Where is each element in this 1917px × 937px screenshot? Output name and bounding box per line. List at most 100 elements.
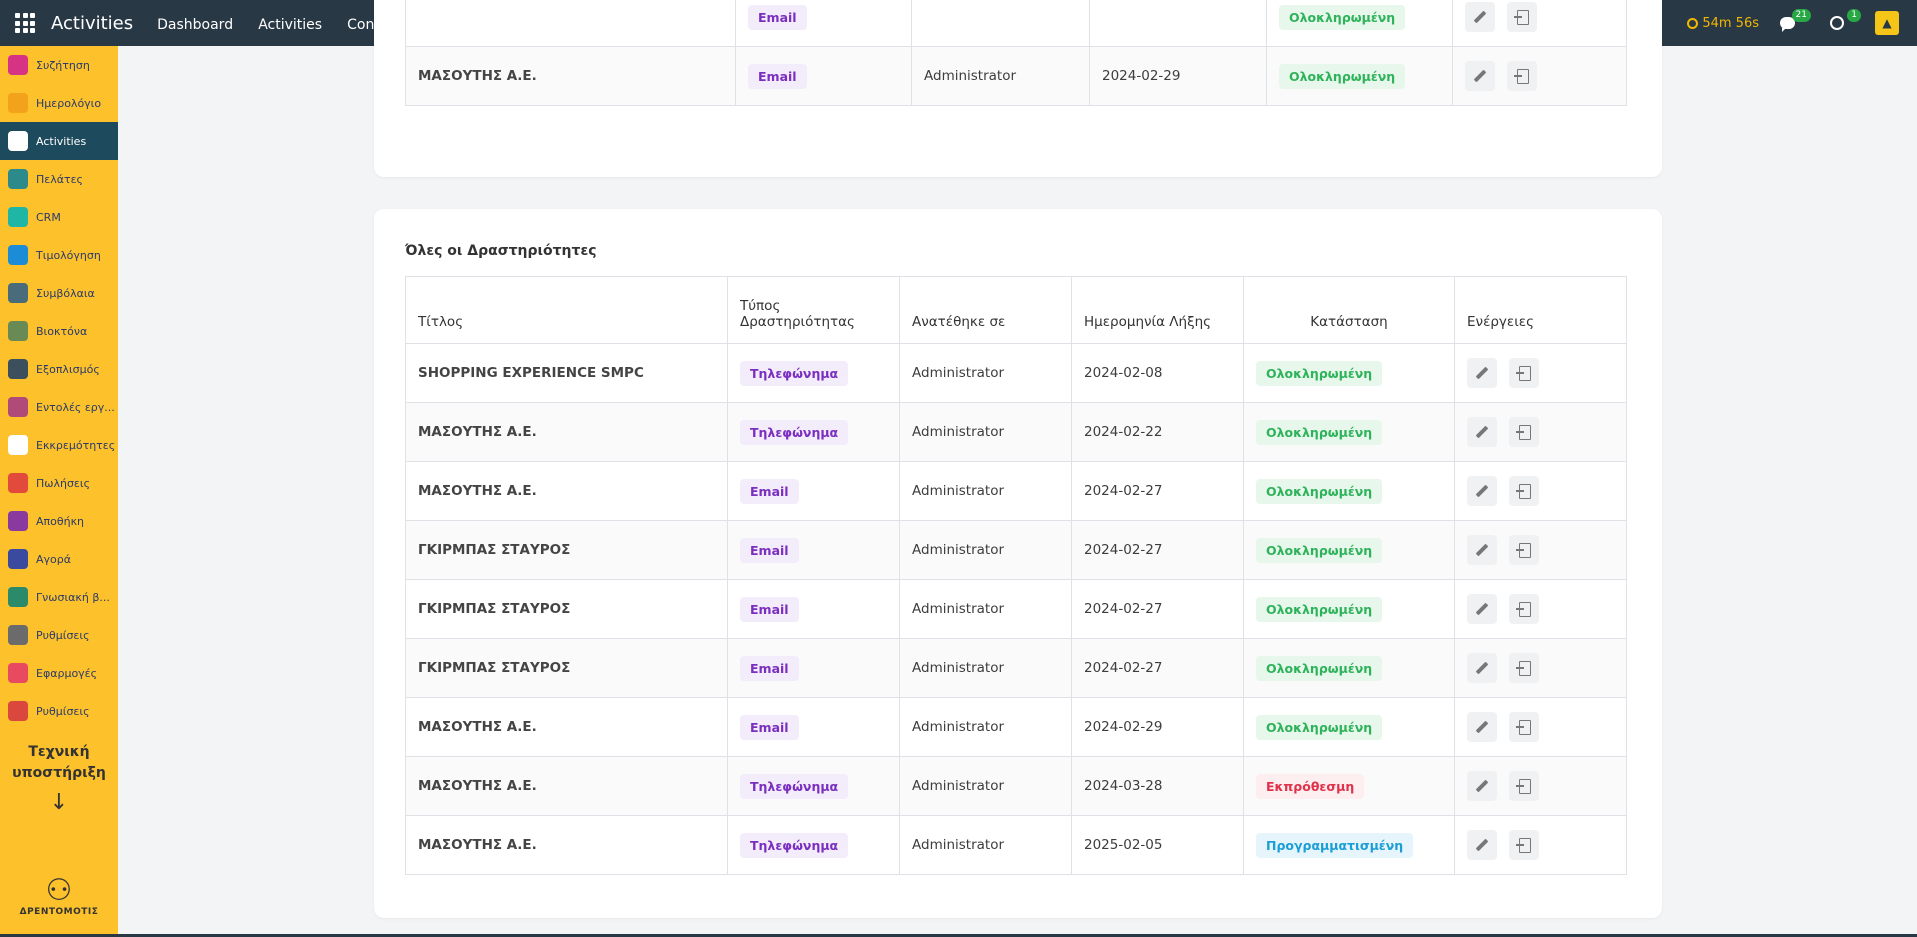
open-record-button[interactable] — [1509, 476, 1540, 506]
open-record-button[interactable] — [1509, 830, 1540, 860]
sidebar-item-10[interactable]: Εκκρεμότητες — [0, 426, 118, 464]
header-type[interactable]: Τύπος Δραστηριότητας — [727, 276, 900, 344]
status-badge: Ολοκληρωμένη — [1256, 360, 1383, 386]
header-status[interactable]: Κατάσταση — [1243, 276, 1455, 344]
row-title[interactable]: ΜΑΣΟΥΤΗΣ Α.Ε. — [405, 461, 728, 521]
timer[interactable]: 54m 56s — [1687, 16, 1759, 31]
sidebar-item-12[interactable]: Αποθήκη — [0, 502, 118, 540]
header-title[interactable]: Τίτλος — [405, 276, 728, 344]
sidebar-item-9[interactable]: Εντολές εργ... — [0, 388, 118, 426]
sidebar-item-label: CRM — [36, 210, 61, 224]
calendar-icon — [8, 93, 28, 113]
edit-button[interactable] — [1467, 594, 1497, 624]
row-actions — [1454, 520, 1627, 580]
menu-activities[interactable]: Activities — [258, 16, 323, 33]
row-due-date: 2024-02-29 — [1071, 697, 1244, 757]
sidebar-item-11[interactable]: Πωλήσεις — [0, 464, 118, 502]
edit-button[interactable] — [1467, 476, 1497, 506]
sidebar-item-14[interactable]: Γνωσιακή β... — [0, 578, 118, 616]
status-badge: Ολοκληρωμένη — [1256, 419, 1383, 445]
activity-type-badge: Τηλεφώνημα — [740, 773, 849, 799]
sidebar-item-8[interactable]: Εξοπλισμός — [0, 350, 118, 388]
sidebar-item-15[interactable]: Ρυθμίσεις — [0, 616, 118, 654]
row-title[interactable] — [405, 0, 736, 47]
row-type-cell: Τηλεφώνημα — [727, 343, 900, 403]
edit-button[interactable] — [1467, 358, 1497, 388]
row-actions — [1452, 46, 1627, 106]
row-status-cell: Προγραμματισμένη — [1243, 815, 1455, 875]
row-actions — [1454, 461, 1627, 521]
activity-type-badge: Email — [748, 63, 807, 89]
row-status-cell: Ολοκληρωμένη — [1243, 638, 1455, 698]
row-due-date: 2024-02-27 — [1071, 461, 1244, 521]
row-status-cell: Ολοκληρωμένη — [1243, 461, 1455, 521]
status-badge: Ολοκληρωμένη — [1256, 714, 1383, 740]
row-title[interactable]: ΜΑΣΟΥΤΗΣ Α.Ε. — [405, 46, 736, 106]
messages-button[interactable]: 21 — [1775, 9, 1811, 35]
row-due-date: 2025-02-05 — [1071, 815, 1244, 875]
sidebar-item-0[interactable]: Συζήτηση — [0, 46, 118, 84]
sidebar-item-label: Εντολές εργ... — [36, 400, 115, 414]
systray: 54m 56s 21 1 ▲ — [1687, 0, 1917, 46]
open-record-button[interactable] — [1509, 535, 1540, 565]
sidebar-item-13[interactable]: Αγορά — [0, 540, 118, 578]
row-actions — [1454, 579, 1627, 639]
header-due-date[interactable]: Ημερομηνία Λήξης — [1071, 276, 1244, 344]
row-due-date: 2024-02-27 — [1071, 520, 1244, 580]
table-row: ΜΑΣΟΥΤΗΣ Α.Ε. Email Administrator 2024-0… — [405, 461, 1627, 521]
edit-button[interactable] — [1467, 535, 1497, 565]
row-type-cell: Τηλεφώνημα — [727, 402, 900, 462]
activities-button[interactable]: 1 — [1825, 9, 1861, 35]
open-record-button[interactable] — [1507, 2, 1538, 32]
row-actions — [1454, 815, 1627, 875]
sidebar-item-4[interactable]: CRM — [0, 198, 118, 236]
menu-dashboard[interactable]: Dashboard — [157, 16, 234, 33]
row-assigned: Administrator — [899, 343, 1072, 403]
row-title[interactable]: SHOPPING EXPERIENCE SMPC — [405, 343, 728, 403]
edit-button[interactable] — [1467, 712, 1497, 742]
sidebar-item-3[interactable]: Πελάτες — [0, 160, 118, 198]
row-type-cell: Email — [727, 638, 900, 698]
open-record-button[interactable] — [1509, 712, 1540, 742]
sidebar-item-7[interactable]: Βιοκτόνα — [0, 312, 118, 350]
row-title[interactable]: ΜΑΣΟΥΤΗΣ Α.Ε. — [405, 756, 728, 816]
open-record-button[interactable] — [1509, 358, 1540, 388]
row-assigned: Administrator — [899, 815, 1072, 875]
table-row: ΓΚΙΡΜΠΑΣ ΣΤΑΥΡΟΣ Email Administrator 202… — [405, 520, 1627, 580]
sidebar-item-17[interactable]: Ρυθμίσεις — [0, 692, 118, 730]
sidebar-item-1[interactable]: Ημερολόγιο — [0, 84, 118, 122]
row-title[interactable]: ΓΚΙΡΜΠΑΣ ΣΤΑΥΡΟΣ — [405, 638, 728, 698]
support-label[interactable]: Τεχνική υποστήριξη — [12, 744, 106, 781]
edit-button[interactable] — [1467, 830, 1497, 860]
open-record-button[interactable] — [1509, 653, 1540, 683]
open-record-button[interactable] — [1509, 417, 1540, 447]
user-avatar[interactable]: ▲ — [1875, 11, 1899, 35]
row-title[interactable]: ΜΑΣΟΥΤΗΣ Α.Ε. — [405, 815, 728, 875]
app-title[interactable]: Activities — [51, 12, 134, 34]
row-title[interactable]: ΓΚΙΡΜΠΑΣ ΣΤΑΥΡΟΣ — [405, 579, 728, 639]
row-title[interactable]: ΜΑΣΟΥΤΗΣ Α.Ε. — [405, 697, 728, 757]
sidebar-item-16[interactable]: Εφαρμογές — [0, 654, 118, 692]
sidebar-item-5[interactable]: Τιμολόγηση — [0, 236, 118, 274]
row-actions — [1454, 697, 1627, 757]
open-record-button[interactable] — [1509, 594, 1540, 624]
sidebar-item-label: Activities — [36, 134, 87, 148]
row-title[interactable]: ΜΑΣΟΥΤΗΣ Α.Ε. — [405, 402, 728, 462]
edit-button[interactable] — [1465, 2, 1495, 32]
sidebar-item-6[interactable]: Συμβόλαια — [0, 274, 118, 312]
edit-button[interactable] — [1467, 771, 1497, 801]
sidebar-item-2[interactable]: Activities — [0, 122, 118, 160]
status-badge: Ολοκληρωμένη — [1256, 478, 1383, 504]
row-status-cell: Ολοκληρωμένη — [1266, 46, 1453, 106]
sidebar-item-label: Πελάτες — [36, 172, 84, 186]
edit-button[interactable] — [1465, 61, 1495, 91]
contracts-icon — [8, 283, 28, 303]
row-title[interactable]: ΓΚΙΡΜΠΑΣ ΣΤΑΥΡΟΣ — [405, 520, 728, 580]
edit-button[interactable] — [1467, 417, 1497, 447]
open-record-button[interactable] — [1507, 61, 1538, 91]
row-status-cell: Ολοκληρωμένη — [1243, 402, 1455, 462]
open-record-button[interactable] — [1509, 771, 1540, 801]
edit-button[interactable] — [1467, 653, 1497, 683]
app-switcher-icon[interactable] — [15, 13, 35, 33]
header-assigned[interactable]: Ανατέθηκε σε — [899, 276, 1072, 344]
